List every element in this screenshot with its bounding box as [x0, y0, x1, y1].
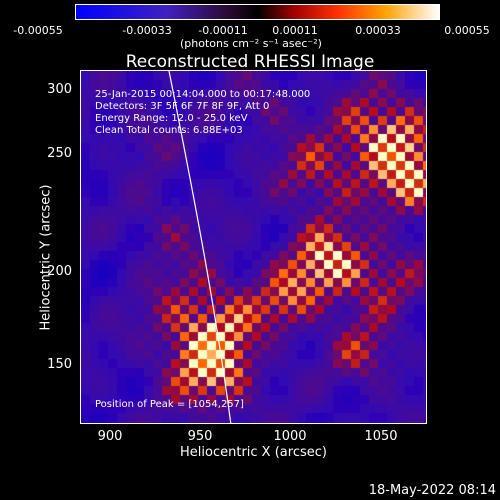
colorbar-tick: -0.00033: [122, 24, 172, 37]
datestamp: 18-May-2022 08:14: [368, 483, 496, 498]
x-tick: 1050: [364, 429, 398, 444]
y-axis-label: Heliocentric Y (arcsec): [38, 184, 54, 331]
colorbar-tick: 0.00055: [444, 24, 490, 37]
x-tick: 1000: [273, 429, 307, 444]
info-clean: Clean Total counts: 6.88E+03: [95, 125, 243, 136]
colorbar-tick: 0.00033: [355, 24, 401, 37]
colorbar-ticks: -0.00055 -0.00033 -0.00011 0.00011 0.000…: [0, 24, 500, 38]
info-detectors: Detectors: 3F 5F 6F 7F 8F 9F, Att 0: [95, 101, 270, 112]
colorbar: [75, 4, 440, 20]
colorbar-tick: 0.00011: [272, 24, 318, 37]
x-axis-label: Heliocentric X (arcsec): [180, 445, 327, 460]
y-tick: 300: [47, 82, 72, 97]
info-time-range: 25-Jan-2015 00:14:04.000 to 00:17:48.000: [95, 89, 311, 100]
limb-overlay: [168, 71, 232, 423]
colorbar-tick: -0.00055: [13, 24, 63, 37]
y-tick: 200: [47, 264, 72, 279]
heatmap-image: [81, 71, 426, 423]
x-tick: 950: [187, 429, 213, 444]
y-tick: 150: [47, 357, 72, 372]
info-peak-position: Position of Peak = [1054,257]: [95, 399, 244, 410]
colorbar-units: (photons cm⁻² s⁻¹ asec⁻²): [180, 37, 322, 50]
y-tick: 250: [47, 146, 72, 161]
image-plot: 25-Jan-2015 00:14:04.000 to 00:17:48.000…: [80, 70, 427, 424]
image-title: Reconstructed RHESSI Image: [125, 52, 375, 72]
x-tick: 900: [97, 429, 123, 444]
solar-limb-line: [168, 71, 232, 423]
colorbar-tick: -0.00011: [198, 24, 248, 37]
info-energy: Energy Range: 12.0 - 25.0 keV: [95, 113, 248, 124]
